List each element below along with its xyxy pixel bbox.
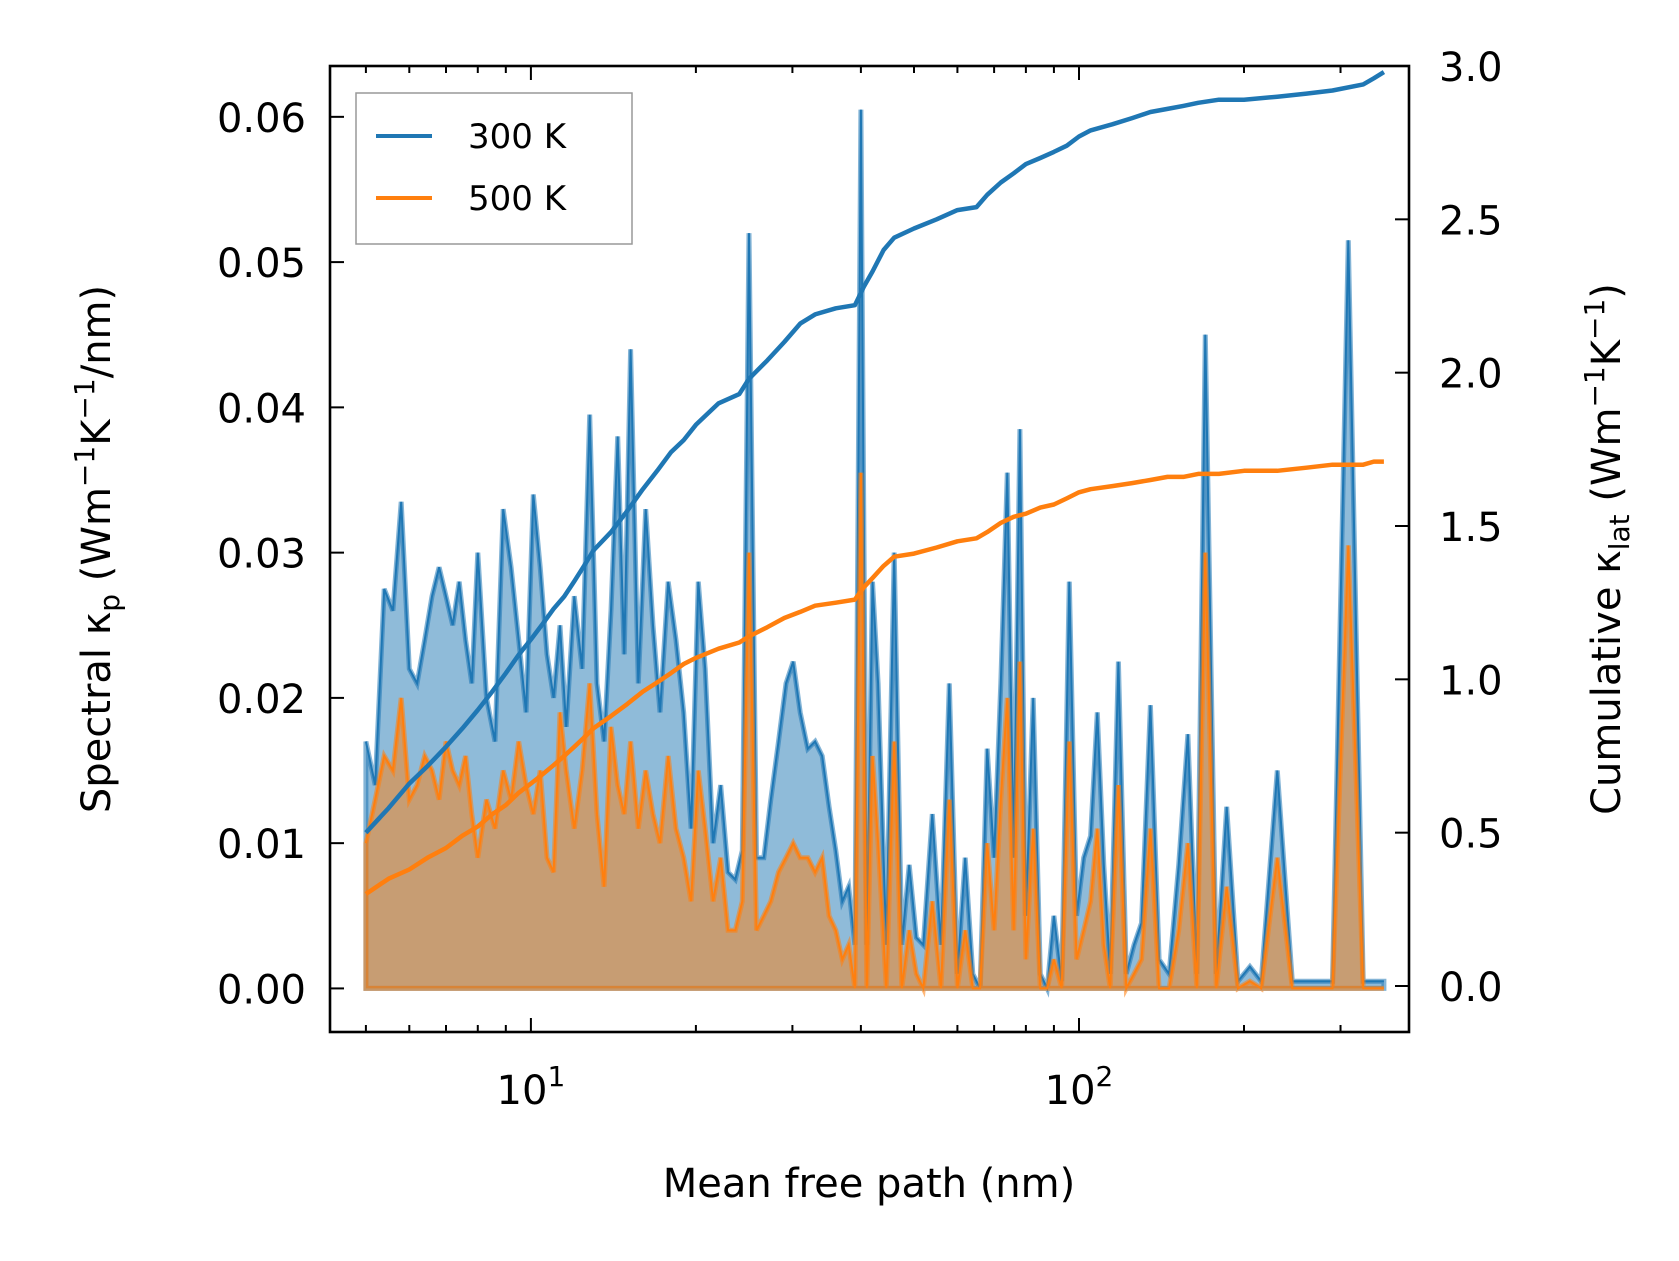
right-y-tick-label: 0.0 <box>1439 965 1503 1011</box>
right-y-tick-label: 0.5 <box>1439 812 1503 858</box>
cumulative-300k-line <box>364 70 1386 835</box>
left-y-tick-label: 0.03 <box>217 532 306 578</box>
left-y-axis-title: Spectral κp (Wm−1K−1/nm) <box>68 285 126 813</box>
left-y-tick-label: 0.00 <box>217 967 306 1013</box>
right-y-tick-label: 1.5 <box>1439 505 1503 551</box>
left-y-tick-label: 0.02 <box>217 677 306 723</box>
x-tick-label: 101 <box>497 1060 566 1114</box>
legend-frame <box>355 92 633 245</box>
x-tick-label: 102 <box>1045 1060 1114 1114</box>
legend: 300 K 500 K <box>355 92 633 245</box>
x-tick-label-base: 10 <box>1045 1068 1096 1114</box>
legend-label-300k: 300 K <box>468 117 568 157</box>
left-y-tick-label: 0.05 <box>217 241 306 287</box>
left-y-tick-label: 0.01 <box>217 822 306 868</box>
x-axis-title: Mean free path (nm) <box>663 1161 1075 1207</box>
left-y-tick-label: 0.06 <box>217 96 306 142</box>
right-y-axis-title: Cumulative κlat (Wm−1K−1) <box>1578 283 1636 815</box>
left-y-tick-label: 0.04 <box>217 386 306 432</box>
right-y-tick-label: 1.0 <box>1439 658 1503 704</box>
cumulative-500k-line <box>364 459 1384 896</box>
right-y-tick-label: 3.0 <box>1439 45 1503 91</box>
legend-label-500k: 500 K <box>468 179 568 219</box>
x-tick-label-exp: 1 <box>547 1060 565 1093</box>
x-tick-label-base: 10 <box>497 1068 548 1114</box>
right-y-tick-label: 2.0 <box>1439 352 1503 398</box>
plot-frame <box>328 64 1411 1034</box>
right-y-tick-label: 2.5 <box>1439 198 1503 244</box>
spectral-500k-line <box>364 472 1384 993</box>
x-tick-label-exp: 2 <box>1096 1060 1114 1093</box>
